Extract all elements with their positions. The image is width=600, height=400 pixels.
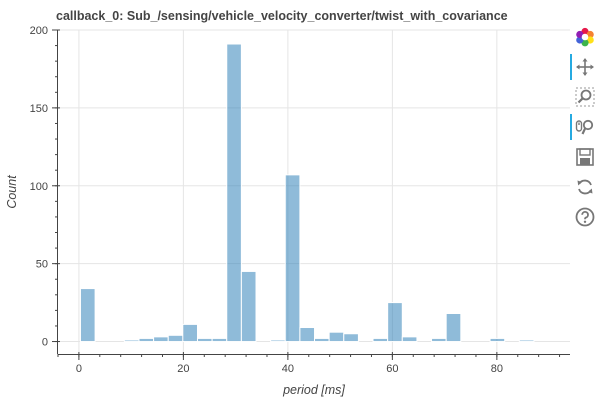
histogram-bar bbox=[138, 337, 155, 343]
y-tick-label: 150 bbox=[30, 103, 48, 115]
histogram-bar bbox=[226, 43, 242, 343]
y-axis-label: Count bbox=[5, 175, 19, 209]
plot-area[interactable] bbox=[58, 30, 570, 354]
x-axis: 0 20 40 60 80 bbox=[57, 352, 570, 375]
histogram-bar bbox=[240, 270, 257, 343]
histogram-bar bbox=[314, 337, 330, 343]
histogram-bar bbox=[445, 313, 462, 343]
histogram-bars bbox=[79, 43, 535, 343]
help-tool-button[interactable] bbox=[570, 204, 600, 230]
x-tick-label: 60 bbox=[386, 363, 398, 375]
histogram-bar bbox=[401, 336, 418, 343]
wheel-zoom-icon bbox=[575, 119, 594, 135]
reset-tool-button[interactable] bbox=[570, 174, 600, 200]
y-tick-label: 50 bbox=[36, 259, 48, 271]
save-tool-button[interactable] bbox=[570, 144, 600, 170]
y-tick-label: 0 bbox=[42, 337, 48, 349]
histogram-bar bbox=[387, 302, 403, 343]
chart-title: callback_0: Sub_/sensing/vehicle_velocit… bbox=[56, 9, 508, 23]
wheel-zoom-tool-button[interactable] bbox=[570, 114, 600, 140]
histogram-bar bbox=[182, 323, 198, 343]
histogram-bar bbox=[123, 339, 140, 343]
histogram-bar bbox=[343, 333, 359, 343]
box-zoom-icon bbox=[575, 87, 595, 107]
histogram-bar bbox=[284, 174, 301, 343]
histogram-bar bbox=[299, 327, 316, 343]
histogram-bar bbox=[489, 337, 506, 343]
histogram-bar bbox=[431, 337, 447, 343]
histogram-bar bbox=[270, 339, 286, 343]
y-tick-label: 100 bbox=[30, 181, 48, 193]
bokeh-logo[interactable] bbox=[570, 24, 600, 50]
histogram-bar bbox=[372, 337, 389, 343]
x-tick-label: 80 bbox=[491, 363, 503, 375]
y-axis: 0 50 100 150 200 bbox=[30, 25, 60, 354]
pan-tool-button[interactable] bbox=[570, 54, 600, 80]
histogram-bar bbox=[79, 288, 96, 343]
histogram-bar bbox=[211, 337, 228, 343]
help-icon bbox=[575, 207, 595, 227]
histogram-bar bbox=[196, 337, 213, 343]
bokeh-logo-icon bbox=[576, 27, 594, 47]
x-axis-label: period [ms] bbox=[282, 383, 345, 397]
y-tick-label: 200 bbox=[30, 25, 48, 37]
pan-icon bbox=[576, 58, 594, 76]
plot-toolbar bbox=[570, 24, 600, 244]
x-tick-label: 0 bbox=[76, 363, 82, 375]
x-tick-label: 40 bbox=[282, 363, 294, 375]
box-zoom-tool-button[interactable] bbox=[570, 84, 600, 110]
histogram-chart[interactable]: 0 20 40 60 80 0 50 100 150 200 period [ms] Count bbox=[0, 0, 570, 400]
histogram-bar bbox=[167, 334, 184, 343]
reset-icon bbox=[577, 179, 593, 195]
histogram-bar bbox=[153, 336, 169, 343]
save-icon bbox=[576, 148, 594, 166]
histogram-bar bbox=[328, 331, 345, 343]
x-tick-label: 20 bbox=[177, 363, 189, 375]
histogram-bar bbox=[518, 339, 535, 343]
